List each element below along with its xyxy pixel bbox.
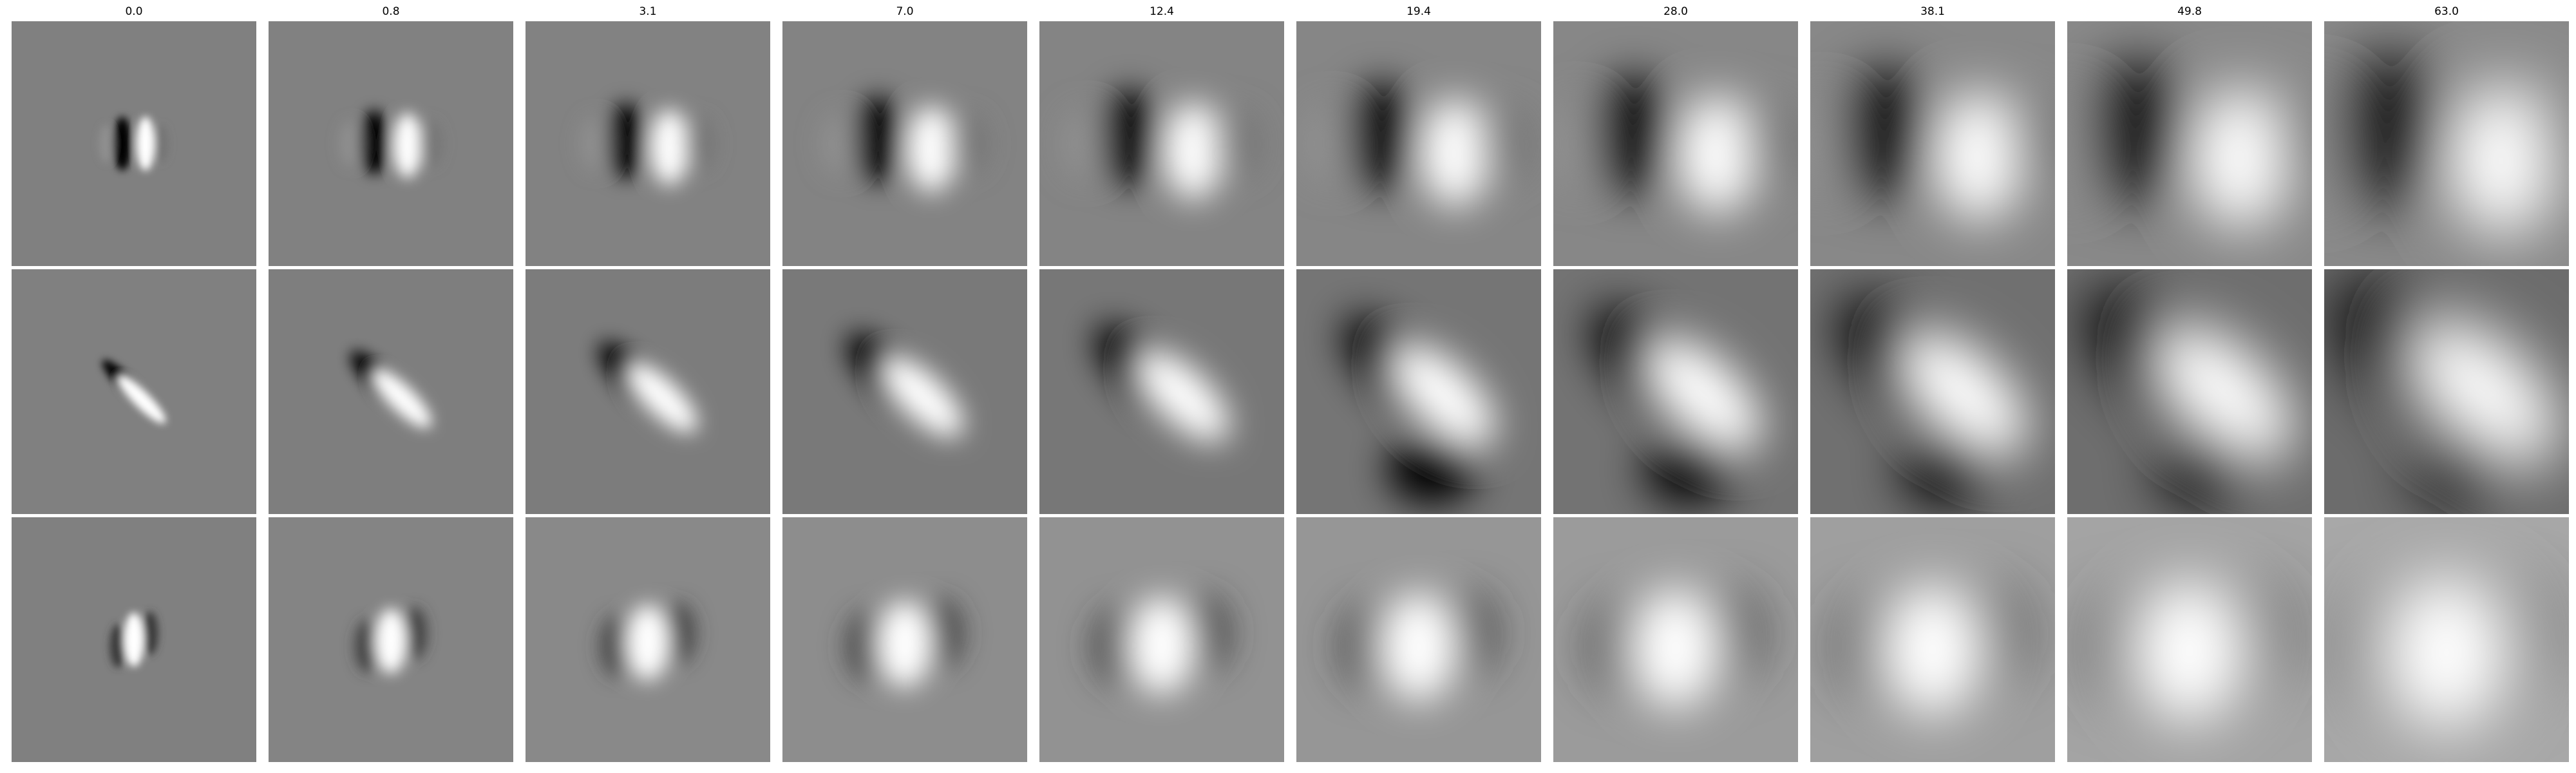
column-title: 3.1 <box>639 5 657 18</box>
filter-image <box>1039 517 1284 762</box>
filter-image <box>12 21 256 266</box>
filter-tile <box>2067 21 2312 266</box>
filter-image <box>1810 517 2055 762</box>
filter-tile <box>12 517 256 762</box>
filter-image <box>269 21 513 266</box>
filter-tile <box>1039 517 1284 762</box>
filter-image <box>2324 269 2569 514</box>
filter-image <box>2324 21 2569 266</box>
filter-tile <box>2324 21 2569 266</box>
filter-tile <box>1553 21 1798 266</box>
filter-tile <box>269 517 513 762</box>
filter-image <box>782 517 1027 762</box>
filter-tile <box>526 269 770 514</box>
filter-image <box>1810 21 2055 266</box>
filter-tile <box>2067 517 2312 762</box>
filter-tile <box>1296 269 1541 514</box>
filter-tile <box>782 517 1027 762</box>
filter-tile <box>1039 269 1284 514</box>
filter-tile <box>782 269 1027 514</box>
filter-image <box>526 517 770 762</box>
filter-image <box>1039 269 1284 514</box>
filter-tile <box>1296 517 1541 762</box>
filter-image <box>1553 21 1798 266</box>
filter-image <box>526 269 770 514</box>
filter-tile <box>1810 21 2055 266</box>
filter-tile <box>1810 269 2055 514</box>
filter-image <box>2067 21 2312 266</box>
column-title: 38.1 <box>1920 5 1945 18</box>
column-title: 19.4 <box>1406 5 1431 18</box>
column-title: 7.0 <box>896 5 914 18</box>
column-title: 0.0 <box>125 5 143 18</box>
filter-image <box>782 269 1027 514</box>
filter-image <box>1553 269 1798 514</box>
filter-tile <box>12 269 256 514</box>
filter-image <box>12 517 256 762</box>
filter-image <box>269 517 513 762</box>
filter-tile <box>12 21 256 266</box>
filter-image <box>526 21 770 266</box>
filter-tile <box>2067 269 2312 514</box>
column-title: 12.4 <box>1150 5 1174 18</box>
filter-tile <box>2324 269 2569 514</box>
filter-image <box>269 269 513 514</box>
filter-image <box>2067 517 2312 762</box>
filter-image <box>12 269 256 514</box>
filter-tile <box>1296 21 1541 266</box>
filter-image <box>1296 21 1541 266</box>
column-title: 0.8 <box>382 5 400 18</box>
filter-tile <box>269 269 513 514</box>
filter-tile <box>1810 517 2055 762</box>
filter-image <box>1296 269 1541 514</box>
column-title: 28.0 <box>1663 5 1688 18</box>
filter-tile <box>526 517 770 762</box>
filter-image <box>782 21 1027 266</box>
filter-image <box>1296 517 1541 762</box>
column-title: 49.8 <box>2177 5 2202 18</box>
filter-tile <box>782 21 1027 266</box>
filter-tile <box>269 21 513 266</box>
filter-image <box>2324 517 2569 762</box>
filter-tile <box>526 21 770 266</box>
column-title: 63.0 <box>2434 5 2459 18</box>
filter-tile <box>2324 517 2569 762</box>
filter-image <box>2067 269 2312 514</box>
filter-image <box>1039 21 1284 266</box>
filter-tile <box>1553 269 1798 514</box>
filter-image <box>1810 269 2055 514</box>
filter-tile <box>1039 21 1284 266</box>
filter-tile <box>1553 517 1798 762</box>
filter-image <box>1553 517 1798 762</box>
